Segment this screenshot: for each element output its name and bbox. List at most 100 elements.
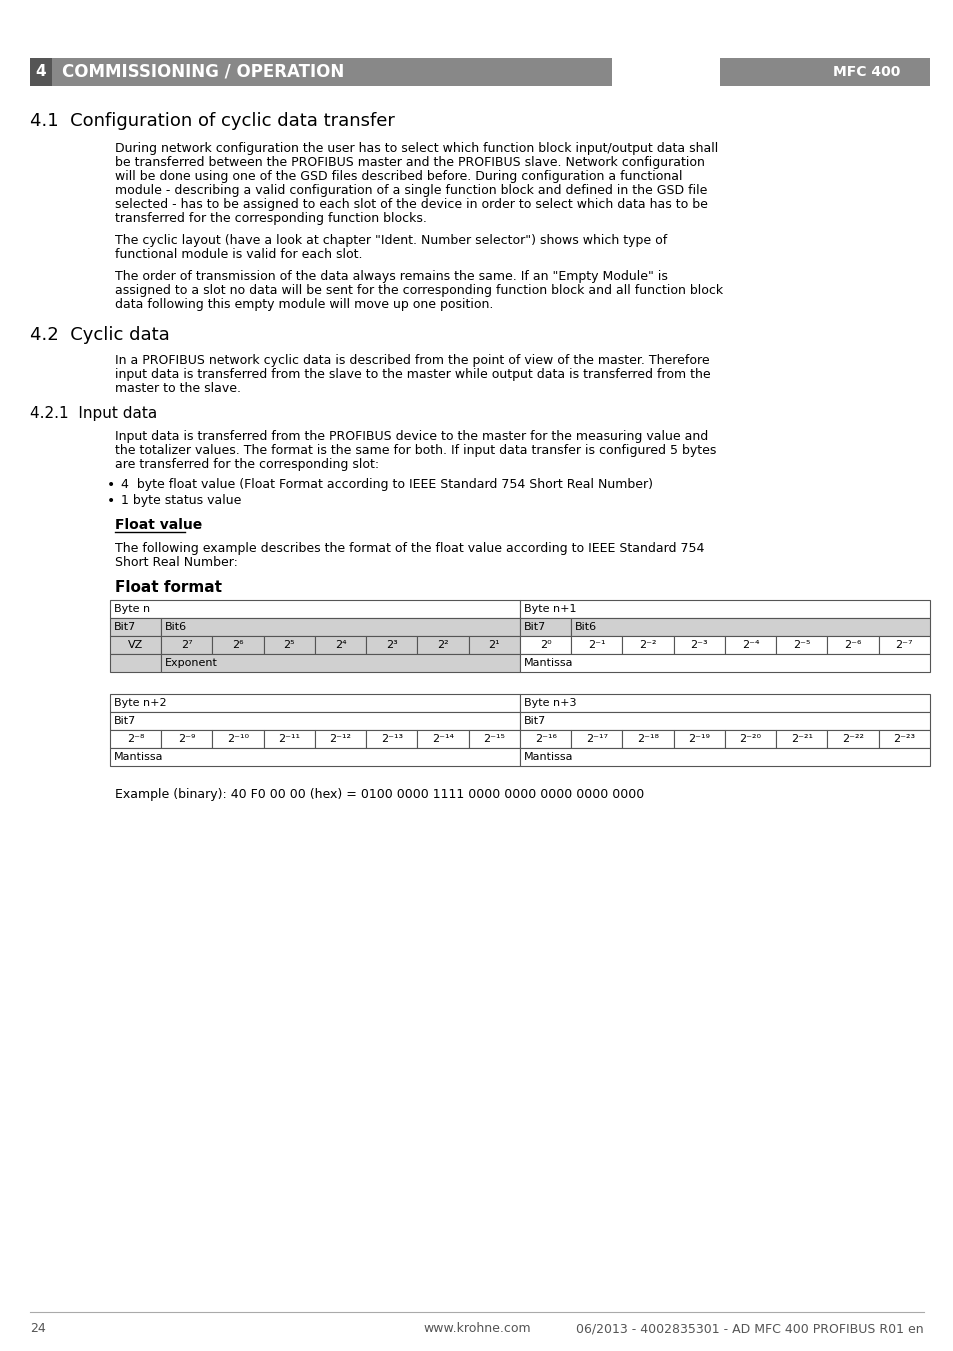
Bar xyxy=(263,636,314,654)
Bar xyxy=(110,694,519,712)
Bar xyxy=(622,730,673,748)
Text: 4.1  Configuration of cyclic data transfer: 4.1 Configuration of cyclic data transfe… xyxy=(30,112,395,130)
Text: 2⁻⁴: 2⁻⁴ xyxy=(741,640,759,650)
Text: 2¹: 2¹ xyxy=(488,640,499,650)
Bar xyxy=(30,58,52,86)
Text: 4.2.1  Input data: 4.2.1 Input data xyxy=(30,407,157,422)
Text: Bit6: Bit6 xyxy=(165,621,187,632)
Text: 4.2  Cyclic data: 4.2 Cyclic data xyxy=(30,326,170,345)
Text: Bit7: Bit7 xyxy=(113,621,136,632)
Bar xyxy=(724,636,776,654)
Bar xyxy=(161,730,213,748)
Text: COMMISSIONING / OPERATION: COMMISSIONING / OPERATION xyxy=(62,63,344,81)
Text: Bit6: Bit6 xyxy=(575,621,597,632)
Text: 2⁻³: 2⁻³ xyxy=(690,640,707,650)
Bar xyxy=(213,730,263,748)
Bar xyxy=(519,694,929,712)
Text: 4  byte float value (Float Format according to IEEE Standard 754 Short Real Numb: 4 byte float value (Float Format accordi… xyxy=(121,478,652,490)
Bar xyxy=(161,636,213,654)
Text: •: • xyxy=(107,478,115,492)
Text: 2⁻⁷: 2⁻⁷ xyxy=(895,640,912,650)
Text: 2⁻²¹: 2⁻²¹ xyxy=(790,734,812,744)
Text: 2³: 2³ xyxy=(386,640,397,650)
Text: are transferred for the corresponding slot:: are transferred for the corresponding sl… xyxy=(115,458,378,471)
Text: Mantissa: Mantissa xyxy=(523,753,573,762)
Text: 4: 4 xyxy=(35,65,47,80)
Bar xyxy=(622,636,673,654)
Text: 2⁻²⁰: 2⁻²⁰ xyxy=(739,734,760,744)
Text: Mantissa: Mantissa xyxy=(113,753,163,762)
Text: 2⁴: 2⁴ xyxy=(335,640,346,650)
Bar xyxy=(110,617,161,636)
Bar xyxy=(519,654,929,671)
Text: Float format: Float format xyxy=(115,580,222,594)
Bar xyxy=(161,654,519,671)
Text: 1 byte status value: 1 byte status value xyxy=(121,494,241,507)
Bar xyxy=(673,730,724,748)
Bar xyxy=(776,636,826,654)
Text: data following this empty module will move up one position.: data following this empty module will mo… xyxy=(115,299,493,311)
Text: Exponent: Exponent xyxy=(165,658,218,667)
Text: transferred for the corresponding function blocks.: transferred for the corresponding functi… xyxy=(115,212,426,226)
Bar xyxy=(366,730,417,748)
Text: Float value: Float value xyxy=(115,517,202,532)
Text: be transferred between the PROFIBUS master and the PROFIBUS slave. Network confi: be transferred between the PROFIBUS mast… xyxy=(115,155,704,169)
Text: 2⁻¹³: 2⁻¹³ xyxy=(380,734,402,744)
Text: 2⁻⁹: 2⁻⁹ xyxy=(178,734,195,744)
Text: input data is transferred from the slave to the master while output data is tran: input data is transferred from the slave… xyxy=(115,367,710,381)
Bar xyxy=(519,712,929,730)
Text: 2⁻¹⁹: 2⁻¹⁹ xyxy=(688,734,710,744)
Text: 2⁻¹¹: 2⁻¹¹ xyxy=(278,734,300,744)
Bar xyxy=(417,730,468,748)
Bar xyxy=(110,748,519,766)
Text: 2⁻²²: 2⁻²² xyxy=(841,734,863,744)
Text: 2⁶: 2⁶ xyxy=(233,640,244,650)
Text: 24: 24 xyxy=(30,1323,46,1335)
Text: Byte n: Byte n xyxy=(113,604,150,613)
Text: 2⁻¹: 2⁻¹ xyxy=(587,640,605,650)
Bar xyxy=(878,730,929,748)
Bar xyxy=(263,730,314,748)
Bar xyxy=(519,730,571,748)
Text: Bit7: Bit7 xyxy=(523,621,546,632)
Text: Bit7: Bit7 xyxy=(113,716,136,725)
Text: Byte n+3: Byte n+3 xyxy=(523,698,576,708)
Text: Bit7: Bit7 xyxy=(523,716,546,725)
Text: Example (binary): 40 F0 00 00 (hex) = 0100 0000 1111 0000 0000 0000 0000 0000: Example (binary): 40 F0 00 00 (hex) = 01… xyxy=(115,788,643,801)
Text: 2⁷: 2⁷ xyxy=(181,640,193,650)
Bar xyxy=(519,617,571,636)
Bar xyxy=(826,730,878,748)
Text: 2⁻⁶: 2⁻⁶ xyxy=(843,640,861,650)
Text: Byte n+1: Byte n+1 xyxy=(523,604,576,613)
Bar xyxy=(468,636,519,654)
Bar xyxy=(161,617,519,636)
Bar xyxy=(110,730,161,748)
Bar xyxy=(110,636,161,654)
Text: 2⁻⁵: 2⁻⁵ xyxy=(792,640,810,650)
Text: The cyclic layout (have a look at chapter "Ident. Number selector") shows which : The cyclic layout (have a look at chapte… xyxy=(115,234,666,247)
Bar xyxy=(213,636,263,654)
Text: 2⁻¹⁶: 2⁻¹⁶ xyxy=(534,734,556,744)
Text: functional module is valid for each slot.: functional module is valid for each slot… xyxy=(115,249,362,261)
Bar xyxy=(571,636,622,654)
Text: 2⁻¹⁰: 2⁻¹⁰ xyxy=(227,734,249,744)
Text: www.krohne.com: www.krohne.com xyxy=(423,1323,530,1335)
Bar xyxy=(519,600,929,617)
Text: 2⁻¹⁵: 2⁻¹⁵ xyxy=(483,734,505,744)
Text: •: • xyxy=(107,494,115,508)
Bar xyxy=(366,636,417,654)
Text: 2⁻²³: 2⁻²³ xyxy=(892,734,915,744)
Bar xyxy=(826,636,878,654)
Text: 06/2013 - 4002835301 - AD MFC 400 PROFIBUS R01 en: 06/2013 - 4002835301 - AD MFC 400 PROFIB… xyxy=(576,1323,923,1335)
Text: Input data is transferred from the PROFIBUS device to the master for the measuri: Input data is transferred from the PROFI… xyxy=(115,430,707,443)
Bar xyxy=(468,730,519,748)
Text: 2⁻¹⁸: 2⁻¹⁸ xyxy=(637,734,659,744)
Text: In a PROFIBUS network cyclic data is described from the point of view of the mas: In a PROFIBUS network cyclic data is des… xyxy=(115,354,709,367)
Bar xyxy=(776,730,826,748)
Bar xyxy=(673,636,724,654)
Text: 2⁻²: 2⁻² xyxy=(639,640,657,650)
Text: Byte n+2: Byte n+2 xyxy=(113,698,167,708)
Bar xyxy=(878,636,929,654)
Text: 2⁻⁸: 2⁻⁸ xyxy=(127,734,144,744)
Text: Short Real Number:: Short Real Number: xyxy=(115,557,237,569)
